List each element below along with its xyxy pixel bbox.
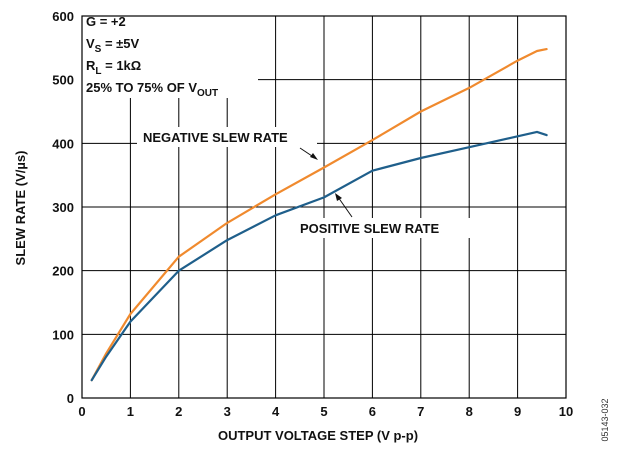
y-tick-label: 400 [52,136,74,151]
negative-label-bg [137,127,317,147]
negative-slew-rate-label: NEGATIVE SLEW RATE [143,130,288,145]
y-tick-label: 200 [52,264,74,279]
x-tick-label: 5 [320,404,327,419]
positive-label-arrowhead [335,193,342,201]
x-axis-label: OUTPUT VOLTAGE STEP (V p-p) [218,428,418,443]
positive-label-bg [294,218,474,238]
condition-supply: VS = ±5V [86,36,140,55]
conditions-box: G = +2 VS = ±5V RL = 1kΩ 25% TO 75% OF V… [80,10,258,99]
y-tick-label: 0 [67,391,74,406]
series-line-positive-slew-rate [90,130,548,382]
series-line-negative-slew-rate [90,47,548,382]
x-tick-label: 10 [559,404,573,419]
x-tick-label: 4 [272,404,280,419]
x-tick-label: 8 [466,404,473,419]
positive-label-arrow [337,196,353,218]
y-tick-label: 300 [52,200,74,215]
x-tick-label: 0 [78,404,85,419]
conditions-box-bg [80,10,258,98]
series-lines [90,47,548,382]
y-tick-label: 600 [52,9,74,24]
y-axis-label: SLEW RATE (V/µs) [13,151,28,266]
negative-label-arrowhead [310,153,318,160]
positive-slew-rate-label: POSITIVE SLEW RATE [300,221,439,236]
x-tick-label: 1 [127,404,134,419]
condition-gain: G = +2 [86,14,126,29]
condition-load: RL = 1kΩ [86,58,141,77]
x-tick-label: 6 [369,404,376,419]
x-tick-labels: 0 1 2 3 4 5 6 7 8 9 10 [78,404,573,419]
series-annotations: NEGATIVE SLEW RATE POSITIVE SLEW RATE [137,127,474,238]
plot-border [81,15,567,399]
y-tick-label: 500 [52,73,74,88]
x-tick-label: 7 [417,404,424,419]
x-tick-label: 3 [224,404,231,419]
plot-frame [81,15,567,399]
figure-id: 05143-032 [600,398,610,441]
x-tick-label: 2 [175,404,182,419]
x-tick-label: 9 [514,404,521,419]
condition-measure: 25% TO 75% OF VOUT [86,80,218,99]
y-tick-labels: 0 100 200 300 400 500 600 [52,9,74,406]
y-tick-label: 100 [52,327,74,342]
